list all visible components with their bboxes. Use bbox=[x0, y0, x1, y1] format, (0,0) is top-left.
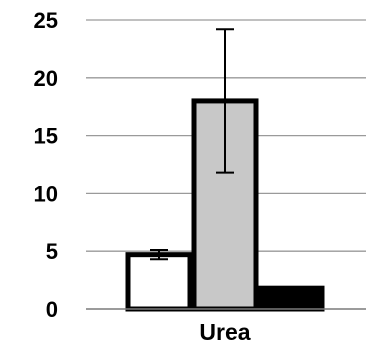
y-tick-label-20: 20 bbox=[34, 66, 58, 91]
error-bars bbox=[150, 28, 234, 261]
y-tick-label-25: 25 bbox=[34, 8, 58, 33]
error-bar-series-1 bbox=[150, 249, 168, 261]
y-tick-label-15: 15 bbox=[34, 124, 58, 149]
category-label-urea: Urea bbox=[199, 319, 250, 345]
y-axis-tick-labels: 0 5 10 15 20 25 bbox=[34, 8, 58, 322]
y-tick-label-0: 0 bbox=[46, 297, 58, 322]
bar-urea-series-1 bbox=[125, 252, 193, 312]
y-tick-label-5: 5 bbox=[46, 239, 58, 264]
y-tick-label-10: 10 bbox=[34, 181, 58, 206]
error-bar-series-2 bbox=[216, 28, 234, 174]
bar-urea-series-3 bbox=[257, 285, 325, 312]
